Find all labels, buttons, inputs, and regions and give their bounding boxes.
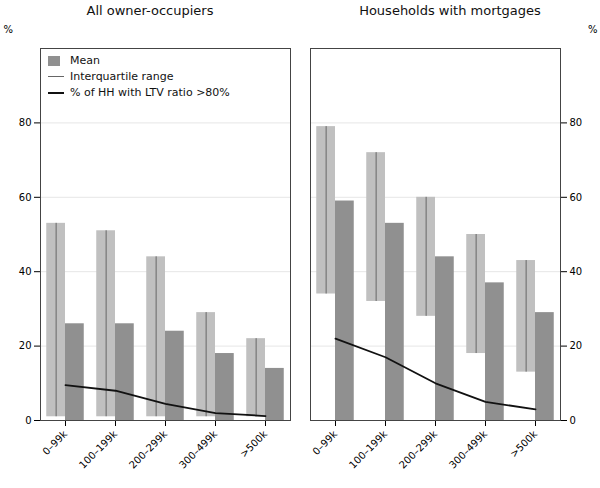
- html-text:Interquartile range: Interquartile range: [70, 70, 174, 83]
- svg-text:60: 60: [570, 192, 583, 203]
- svg-text:300–499k: 300–499k: [177, 428, 220, 471]
- svg-text:60: 60: [19, 192, 32, 203]
- svg-text:>500k: >500k: [238, 428, 269, 459]
- html-text:Mean: Mean: [70, 54, 100, 67]
- svg-text:0: 0: [25, 415, 31, 426]
- svg-text:20: 20: [19, 340, 32, 351]
- svg-text:200–299k: 200–299k: [127, 428, 170, 471]
- svg-text:300–499k: 300–499k: [447, 428, 490, 471]
- svg-text:%: %: [588, 24, 598, 35]
- svg-text:100–199k: 100–199k: [77, 428, 120, 471]
- svg-text:20: 20: [570, 340, 583, 351]
- svg-text:%: %: [4, 24, 14, 35]
- svg-text:0–99k: 0–99k: [310, 428, 339, 457]
- svg-text:80: 80: [570, 117, 583, 128]
- html-text:Households with mortgages: Households with mortgages: [359, 3, 541, 18]
- svg-text:40: 40: [570, 266, 583, 277]
- svg-text:>500k: >500k: [508, 428, 539, 459]
- svg-text:0–99k: 0–99k: [40, 428, 69, 457]
- html-text:All owner-occupiers: All owner-occupiers: [86, 3, 214, 18]
- svg-text:40: 40: [19, 266, 32, 277]
- svg-text:200–299k: 200–299k: [397, 428, 440, 471]
- svg-text:80: 80: [19, 117, 32, 128]
- svg-text:100–199k: 100–199k: [347, 428, 390, 471]
- svg-text:0: 0: [570, 415, 576, 426]
- html-text:% of HH with LTV ratio >80%: % of HH with LTV ratio >80%: [70, 86, 230, 99]
